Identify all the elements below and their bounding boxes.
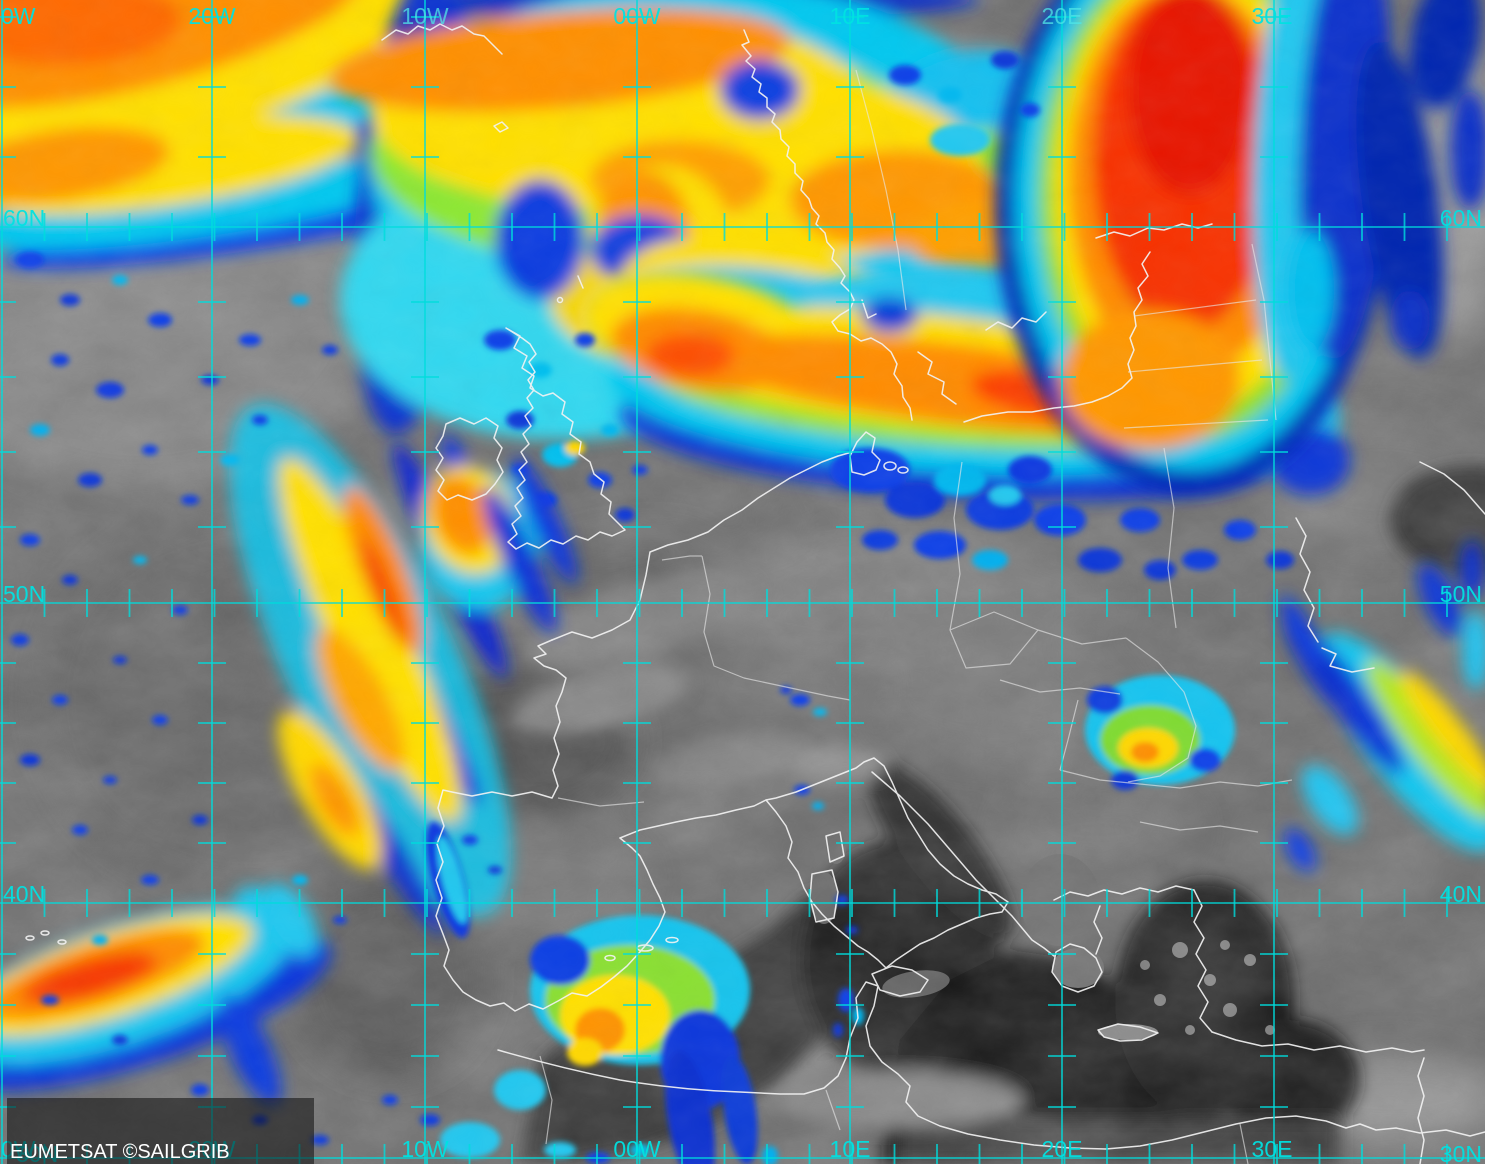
grid-label-left-60n: 60N	[3, 205, 46, 231]
attribution-source: EUMETSAT ©SAILGRIB	[10, 1141, 230, 1163]
grid-label-right-40n: 40N	[1439, 881, 1482, 907]
grid-label-bottom-00w: 00W	[613, 1136, 661, 1162]
grid-label-bottom-10w: 10W	[401, 1136, 449, 1162]
country-borders	[539, 69, 1293, 1164]
attribution-bar: EUMETSAT ©SAILGRIB VALID: 14 DEC 2025 16…	[7, 1098, 315, 1164]
grid-label-bottom-30e: 30E	[1251, 1136, 1293, 1162]
grid-label-bottom-20e: 20E	[1041, 1136, 1083, 1162]
grid-label-bottom-10e: 10E	[829, 1136, 871, 1162]
grid-label-left-40n: 40N	[3, 881, 46, 907]
grid-label-top-10e: 10E	[829, 3, 871, 29]
grid-label-top-20w: 20W	[188, 3, 236, 29]
grid-label-left-50n: 50N	[3, 581, 46, 607]
grid-label-top-00w: 00W	[613, 3, 661, 29]
grid-label-top-30w: 0W	[1, 3, 36, 29]
grid-label-right-60n: 60N	[1439, 205, 1482, 231]
grid-label-top-10w: 10W	[401, 3, 449, 29]
grid-label-top-30e: 30E	[1251, 3, 1293, 29]
grid-label-right-50n: 50N	[1439, 581, 1482, 607]
grid-label-top-20e: 20E	[1041, 3, 1083, 29]
grid-label-right-30n: 30N	[1439, 1141, 1482, 1164]
